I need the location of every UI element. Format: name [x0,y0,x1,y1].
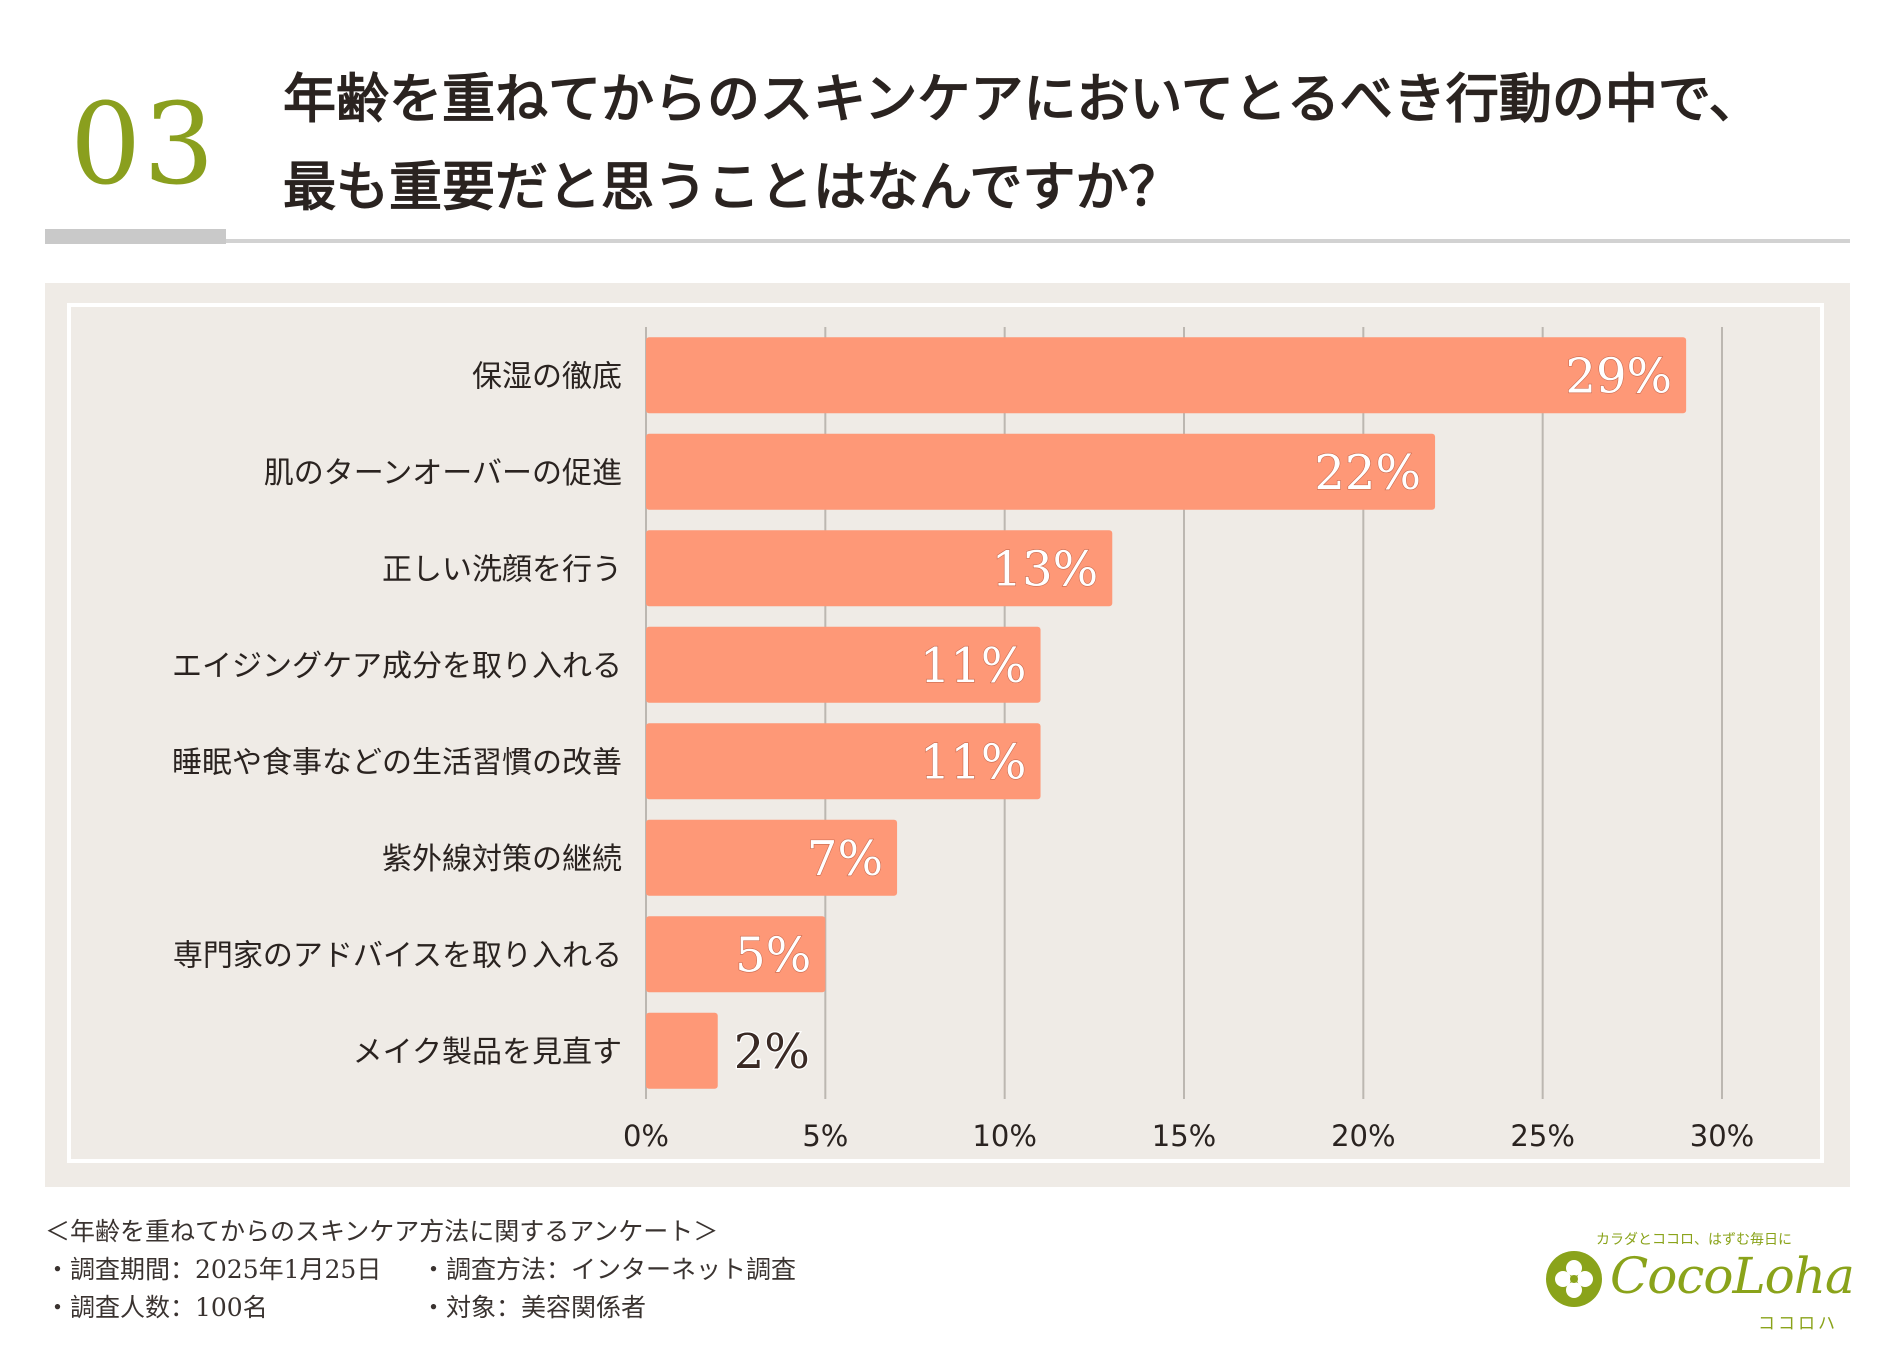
category-label: 肌のターンオーバーの促進 [264,456,622,491]
data-label: 11% [920,734,1027,790]
logo-tagline: カラダとココロ、はずむ毎日に [1596,1232,1792,1248]
bar [646,1012,718,1089]
x-tick-label: 25% [1510,1119,1574,1153]
bar-chart: 保湿の徹底 29% 肌のターンオーバーの促進 22% 正しい洗顔を行う 13% エイジングケ… [172,327,1754,1153]
x-tick-label: 20% [1331,1119,1395,1153]
question-title: 年齢を重ねてからのスキンケアにおいてとるべき行動の中で、 最も重要だと思うことは… [283,56,1863,232]
bar [646,723,1041,800]
data-label: 29% [1565,348,1672,404]
clover-icon [1546,1251,1602,1307]
title-divider-accent [45,229,226,244]
category-label: 専門家のアドバイスを取り入れる [173,938,622,973]
bar [646,530,1113,607]
survey-footer: ＜年齢を重ねてからのスキンケア方法に関するアンケート＞ ・調査期間：2025年1… [45,1213,945,1327]
data-label: 13% [992,541,1099,597]
chart-panel: 保湿の徹底 29% 肌のターンオーバーの促進 22% 正しい洗顔を行う 13% エイジングケ… [45,283,1850,1187]
category-label: 正しい洗顔を行う [382,552,622,587]
bar [646,626,1041,703]
category-label: エイジングケア成分を取り入れる [172,649,622,684]
survey-count: ・調査人数：100名 [45,1293,268,1322]
bar [646,819,898,896]
survey-period: ・調査期間：2025年1月25日 [45,1255,382,1284]
logo-katakana: ココロハ [1758,1314,1838,1334]
survey-target: ・対象：美容関係者 [421,1293,647,1322]
cocoloha-logo: カラダとココロ、はずむ毎日に CocoLoha ココロハ [1540,1225,1860,1335]
x-tick-label: 0% [623,1119,669,1153]
data-label: 5% [735,927,811,983]
question-number: 03 [70,80,217,210]
category-label: 睡眠や食事などの生活習慣の改善 [172,745,622,780]
data-label: 2% [734,1024,810,1080]
x-tick-label: 30% [1690,1119,1754,1153]
x-tick-label: 5% [802,1119,848,1153]
chart-frame: 保湿の徹底 29% 肌のターンオーバーの促進 22% 正しい洗顔を行う 13% エイジングケ… [67,303,1824,1163]
survey-method: ・調査方法：インターネット調査 [421,1255,797,1284]
category-label: 紫外線対策の継続 [382,842,622,877]
category-label: メイク製品を見直す [353,1035,622,1070]
data-label: 11% [920,638,1027,694]
title-divider [45,239,1850,243]
bar [646,337,1687,414]
data-label: 22% [1314,445,1421,501]
survey-title: ＜年齢を重ねてからのスキンケア方法に関するアンケート＞ [45,1217,719,1246]
x-tick-label: 10% [972,1119,1036,1153]
x-tick-label: 15% [1152,1119,1216,1153]
bar [646,916,826,993]
question-title-line-1: 年齢を重ねてからのスキンケアにおいてとるべき行動の中で、 [283,69,1762,130]
logo-brand: CocoLoha [1610,1247,1855,1305]
bar [646,433,1436,510]
category-label: 保湿の徹底 [472,359,622,394]
data-label: 7% [807,831,883,887]
question-title-line-2: 最も重要だと思うことはなんですか？ [283,157,1182,218]
